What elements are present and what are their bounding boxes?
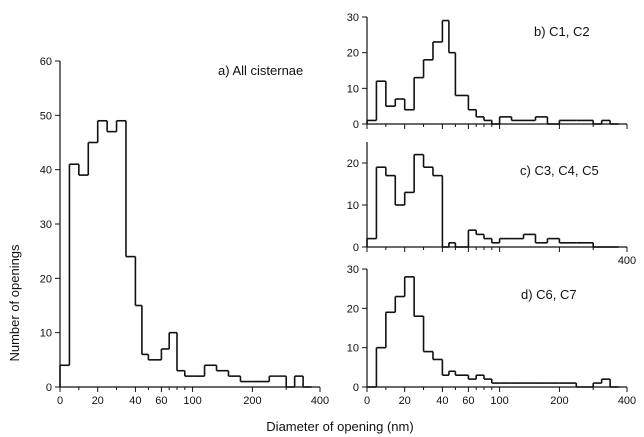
x-tick-label: 400 <box>311 395 329 407</box>
y-tick-label: 10 <box>347 343 359 355</box>
y-tick-label: 30 <box>347 264 359 276</box>
x-tick-label: 40 <box>129 395 141 407</box>
y-tick-label: 30 <box>347 12 359 24</box>
y-tick-label: 10 <box>347 83 359 95</box>
x-tick-label: 400 <box>618 255 636 267</box>
x-tick-label: 200 <box>550 395 568 407</box>
panel-title: b) C1, C2 <box>534 24 590 39</box>
panel-title: a) All cisternae <box>218 63 303 78</box>
x-tick-label: 40 <box>436 395 448 407</box>
x-tick-label: 20 <box>92 395 104 407</box>
panel-title: c) C3, C4, C5 <box>520 163 599 178</box>
y-tick-label: 50 <box>40 110 52 122</box>
y-tick-label: 20 <box>347 158 359 170</box>
y-tick-label: 0 <box>353 119 359 131</box>
y-tick-label: 40 <box>40 165 52 177</box>
x-tick-label: 100 <box>490 395 508 407</box>
x-tick-label: 60 <box>462 395 474 407</box>
y-tick-label: 60 <box>40 56 52 68</box>
panel-title: d) C6, C7 <box>521 287 577 302</box>
x-tick-label: 200 <box>243 395 261 407</box>
y-tick-label: 10 <box>347 200 359 212</box>
x-tick-label: 20 <box>399 395 411 407</box>
y-axis-title: Number of openings <box>7 244 22 362</box>
y-tick-label: 0 <box>353 242 359 254</box>
y-tick-label: 30 <box>40 219 52 231</box>
y-tick-label: 20 <box>40 273 52 285</box>
y-tick-label: 10 <box>40 328 52 340</box>
y-tick-label: 0 <box>46 382 52 394</box>
x-tick-label: 400 <box>618 395 636 407</box>
y-tick-label: 20 <box>347 303 359 315</box>
y-tick-label: 20 <box>347 48 359 60</box>
x-tick-label: 0 <box>57 395 63 407</box>
y-tick-label: 0 <box>353 382 359 394</box>
x-axis-title: Diameter of opening (nm) <box>266 419 413 434</box>
x-tick-label: 60 <box>155 395 167 407</box>
x-tick-label: 100 <box>183 395 201 407</box>
x-tick-label: 0 <box>364 395 370 407</box>
